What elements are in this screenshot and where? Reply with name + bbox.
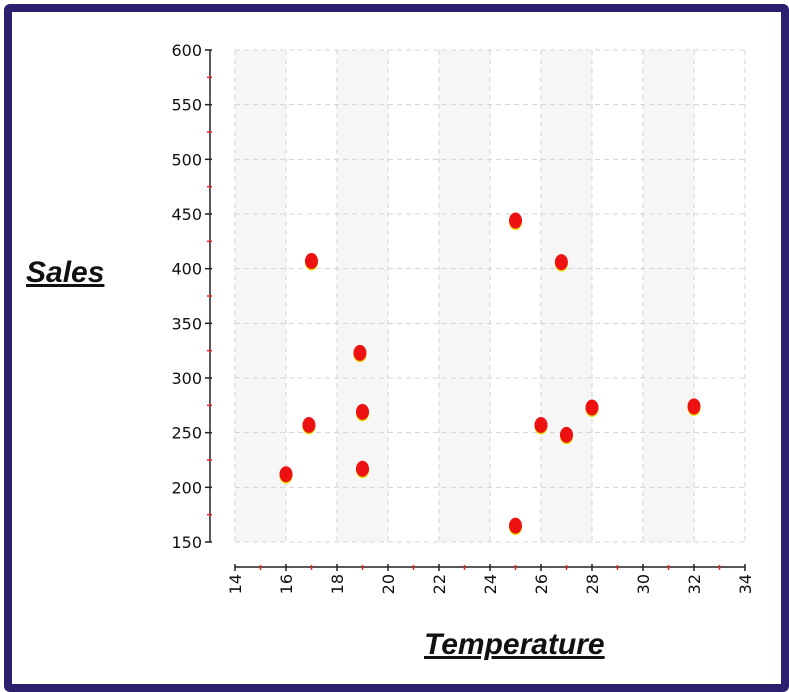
data-point — [534, 417, 548, 435]
x-tick-label: 26 — [532, 574, 551, 594]
y-tick-label: 250 — [171, 424, 202, 443]
data-point — [585, 399, 599, 418]
x-tick-label: 28 — [583, 574, 602, 594]
data-point-marker — [356, 403, 369, 420]
x-tick-label: 22 — [430, 574, 449, 594]
data-point-marker — [356, 460, 369, 477]
data-point-marker — [554, 254, 568, 271]
x-axis-title: Temperature — [424, 628, 605, 661]
plot-band — [439, 50, 490, 542]
data-point-marker — [353, 344, 367, 361]
plot-band — [337, 50, 388, 542]
data-point — [687, 398, 701, 416]
y-tick-label: 400 — [171, 260, 202, 279]
data-point-marker — [687, 398, 701, 415]
grid-lines — [234, 49, 746, 543]
x-tick-label: 16 — [277, 574, 296, 594]
y-axis-title: Sales — [26, 256, 105, 289]
plot-band — [235, 50, 286, 542]
y-tick-label: 150 — [171, 533, 202, 552]
data-point — [302, 417, 316, 435]
x-tick-label: 24 — [481, 574, 500, 594]
data-point-marker — [279, 466, 293, 483]
data-point — [353, 344, 367, 363]
data-point — [509, 212, 522, 231]
data-point — [509, 517, 522, 536]
plot-bands — [235, 50, 694, 542]
data-point — [560, 426, 573, 445]
y-tick-label: 600 — [171, 41, 202, 60]
y-tick-label: 300 — [171, 369, 202, 388]
y-tick-label: 450 — [171, 205, 202, 224]
data-point-marker — [509, 517, 522, 534]
plot-band — [541, 50, 592, 542]
data-point-marker — [509, 212, 522, 229]
x-tick-label: 20 — [379, 574, 398, 594]
data-point-marker — [585, 399, 599, 416]
data-point — [279, 466, 293, 484]
x-tick-label: 14 — [226, 574, 245, 594]
axis-ticks: 150 200 250 300 350 400 450 500 550 600 14 16 18 20 22… — [171, 41, 755, 594]
data-point — [305, 253, 318, 271]
data-point — [356, 460, 369, 479]
data-point-marker — [305, 253, 318, 270]
y-tick-label: 350 — [171, 314, 202, 333]
data-points — [279, 212, 701, 536]
y-tick-label: 500 — [171, 150, 202, 169]
data-point-marker — [534, 417, 548, 434]
x-tick-label: 30 — [634, 574, 653, 594]
y-tick-label: 550 — [171, 96, 202, 115]
x-tick-label: 32 — [685, 574, 704, 594]
plot-band — [643, 50, 694, 542]
x-tick-label: 18 — [328, 574, 347, 594]
data-point-marker — [302, 417, 316, 434]
y-tick-label: 200 — [171, 478, 202, 497]
data-point-marker — [560, 426, 573, 443]
data-point — [356, 403, 369, 422]
x-tick-label: 34 — [736, 574, 755, 594]
data-point — [554, 254, 568, 272]
